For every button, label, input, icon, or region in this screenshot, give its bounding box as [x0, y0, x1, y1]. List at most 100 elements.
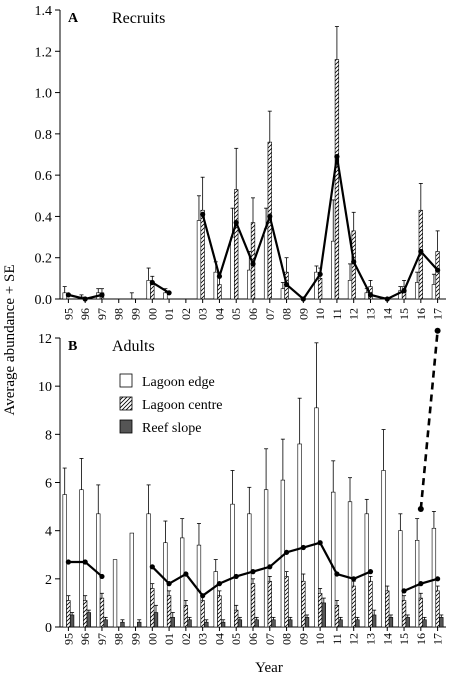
panel-a-letter: A [68, 11, 79, 26]
panel-a-y-tick-label: 0.4 [35, 210, 53, 225]
panel-a-x-tick-label: 00 [145, 308, 159, 320]
panel-a-x-tick-label: 14 [380, 308, 394, 320]
panel-a-mean-point [200, 211, 206, 217]
panel-a-mean-point [334, 153, 340, 160]
panel-a-y-tick-label: 1.4 [35, 4, 53, 19]
panel-a-x-tick-label: 08 [280, 308, 294, 320]
panel-b-x-tick-label: 14 [380, 633, 394, 645]
x-axis-label: Year [255, 660, 283, 676]
panel-b-bar-reef-slope [103, 619, 108, 628]
panel-a-bar-lagoon-centre [234, 189, 239, 300]
panel-b-bar-lagoon-edge [331, 491, 336, 628]
panel-b-x-tick-label: 96 [78, 633, 92, 645]
panel-b-bar-lagoon-centre [250, 583, 256, 628]
panel-b-x-tick-label: 16 [414, 633, 428, 645]
panel-b-mean-point [267, 564, 273, 570]
panel-b-mean-point [250, 569, 256, 575]
panel-b-bar-lagoon-centre [217, 595, 222, 628]
panel-a-bar-lagoon-centre [334, 59, 340, 300]
panel-a-y-tick-label: 1.0 [35, 87, 53, 102]
panel-a-x-tick-label: 04 [212, 308, 226, 320]
panel-b-bar-lagoon-centre [200, 600, 205, 628]
panel-b-y-tick-label: 8 [45, 428, 52, 443]
panel-b-bar-lagoon-centre [334, 605, 340, 628]
panel-b-dashed-line [419, 330, 439, 510]
legend-label-reef-slope: Reef slope [142, 421, 201, 436]
panel-b-x-tick-label: 00 [145, 633, 159, 645]
panel-b-x-tick-label: 15 [397, 633, 411, 645]
panel-b-bar-lagoon-centre [418, 597, 423, 628]
panel-b-bar-reef-slope [288, 619, 293, 628]
panel-a-mean-point [99, 292, 105, 298]
panel-b-bar-lagoon-edge [364, 513, 369, 628]
panel-b-bar-lagoon-centre [284, 576, 289, 628]
panel-b-bar-lagoon-edge [96, 513, 101, 628]
panel-a-bar-lagoon-edge [247, 269, 252, 300]
panel-b-y-tick-label: 10 [38, 380, 52, 395]
panel-b-bar-lagoon-centre [150, 588, 155, 628]
panel-a-bar-lagoon-edge [62, 292, 67, 300]
panel-a-bar-lagoon-edge [263, 228, 269, 300]
panel-b-bar-lagoon-edge [297, 443, 302, 628]
panel-b-x-tick-label: 01 [162, 633, 176, 645]
panel-a-x-tick-label: 13 [363, 308, 377, 320]
panel-b-bar-reef-slope [254, 619, 259, 628]
panel-b-x-tick-label: 08 [280, 633, 294, 645]
panel-b-bar-lagoon-centre [66, 600, 71, 628]
panel-b-y-tick-label: 12 [38, 332, 52, 347]
panel-b-bar-lagoon-centre [385, 590, 390, 628]
panel-b-x-tick-label: 05 [229, 633, 243, 645]
panel-a-x-tick-label: 15 [397, 308, 411, 320]
legend-swatch-lagoon-centre [119, 396, 133, 411]
panel-a-mean-point [250, 261, 256, 267]
panel-b-x-tick-label: 99 [129, 633, 143, 645]
panel-b-x-tick-label: 10 [313, 633, 327, 645]
panel-b-x-tick-label: 98 [112, 633, 126, 645]
panel-b-bar-lagoon-centre [99, 597, 105, 628]
panel-a-mean-point [149, 279, 155, 286]
panel-b-mean-point [65, 559, 71, 565]
panel-b-mean-point [367, 569, 374, 575]
panel-a-x-tick-label: 98 [112, 308, 126, 320]
legend: Lagoon edge Lagoon centre Reef slope [119, 373, 222, 436]
panel-b-bar-lagoon-edge [431, 527, 437, 628]
panel-b-x-tick-label: 12 [347, 633, 361, 645]
panel-b-y-tick-label: 0 [45, 621, 52, 636]
panel-b-bar-reef-slope [170, 617, 175, 628]
y-axis-label: Average abundance + SE [2, 264, 18, 415]
panel-a-mean-point [65, 292, 71, 298]
panel-b-bar-reef-slope [422, 619, 427, 628]
panel-a-bar-lagoon-edge [331, 240, 336, 300]
panel-a-bar-lagoon-edge [347, 280, 353, 300]
panel-b-bar-lagoon-centre [234, 609, 239, 628]
panel-b-mean-point [216, 581, 223, 587]
panel-b-bar-lagoon-centre [317, 592, 323, 628]
panel-b-y-tick-label: 2 [45, 573, 52, 588]
panel-a-x-tick-label: 01 [162, 308, 176, 320]
panel-b-bar-lagoon-edge [180, 537, 185, 628]
panel-b-bar-lagoon-centre [435, 590, 440, 628]
panel-a: A Recruits 0.00.20.40.60.81.01.21.495 96 9… [35, 4, 446, 320]
panel-b-bar-lagoon-centre [166, 595, 172, 628]
panel-b-mean-point [317, 540, 323, 546]
panel-b-bar-lagoon-centre [351, 585, 356, 628]
panel-b-bar-lagoon-edge [112, 559, 118, 628]
panel-b-bar-reef-slope [153, 612, 159, 628]
panel-b-bar-lagoon-centre [401, 600, 407, 628]
panel-b-bar-lagoon-edge [230, 503, 235, 628]
panel-b-bar-lagoon-edge [62, 494, 67, 628]
panel-b-bar-reef-slope [355, 619, 360, 628]
panel-b-x-tick-label: 06 [246, 633, 260, 645]
panel-a-x-tick-label: 07 [263, 308, 277, 320]
panel-b-bar-lagoon-edge [381, 470, 386, 628]
panel-a-mean-point [82, 296, 88, 302]
legend-swatch-reef-slope [119, 419, 133, 434]
panel-a-y-tick-label: 0.2 [35, 252, 53, 267]
panel-a-y-tick-label: 1.2 [35, 45, 53, 60]
panel-a-x-tick-label: 03 [196, 308, 210, 320]
panel-a-x-tick-label: 05 [229, 308, 243, 320]
legend-label-lagoon-edge: Lagoon edge [142, 375, 215, 390]
panel-a-x-tick-label: 06 [246, 308, 260, 320]
panel-a-mean-point [317, 271, 323, 277]
